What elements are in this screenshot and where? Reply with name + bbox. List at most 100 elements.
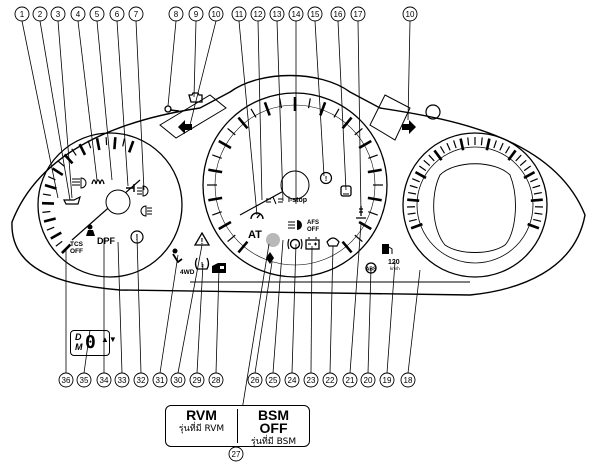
gauge-tick	[440, 146, 444, 153]
speed-value: 120	[388, 259, 400, 266]
gauge-tick	[51, 233, 61, 239]
lane-icon	[266, 197, 283, 204]
gauge-tick	[208, 198, 222, 200]
speed-unit: km/h	[390, 266, 400, 271]
bsm-note: รุ่นที่มี BSM	[251, 437, 296, 448]
leader-line	[137, 237, 141, 373]
callout-number: 30	[174, 376, 183, 385]
glow-plug-icon	[92, 180, 104, 184]
gauge-tick	[494, 140, 497, 148]
callout-number: 36	[62, 376, 71, 385]
washer-icon	[327, 238, 339, 246]
gauge-tick	[53, 168, 63, 174]
gauge-tick	[408, 213, 416, 214]
callout-number: 17	[354, 10, 363, 19]
callout-number: 18	[404, 376, 413, 385]
callout-number: 21	[346, 376, 355, 385]
leader-line	[350, 224, 361, 373]
leader-line	[292, 244, 296, 373]
leader-line	[387, 262, 395, 373]
gauge-tick	[114, 137, 115, 149]
leader-line	[168, 21, 176, 106]
callout-number: 14	[292, 10, 301, 19]
gauge-tick	[47, 227, 54, 230]
leader-line	[22, 21, 58, 198]
leader-line	[197, 264, 203, 373]
callout-number: 16	[334, 10, 343, 19]
gauge-tick	[407, 200, 419, 201]
fuel-icon	[382, 244, 392, 254]
gauge-tick	[88, 141, 91, 149]
gauge-tick	[123, 139, 125, 147]
callout-number: 32	[137, 376, 146, 385]
rvm-note: รุ่นที่มี RVM	[179, 424, 224, 435]
leader-line	[97, 21, 112, 180]
callout-number: 13	[273, 10, 282, 19]
gauge-tick	[355, 128, 363, 134]
leader-line	[136, 21, 144, 190]
callout-number: 2	[38, 10, 43, 19]
gauge-tick	[251, 109, 256, 118]
leader-line	[368, 268, 371, 373]
leader-line	[239, 21, 257, 215]
leader-line	[330, 246, 333, 373]
callout-number: 22	[326, 376, 335, 385]
gauge-tick	[447, 143, 450, 150]
callout-number: 33	[118, 376, 127, 385]
left-gauge-needle	[72, 180, 140, 240]
gauge-tick	[534, 213, 542, 214]
svg-text:!: !	[201, 237, 204, 246]
gauge-tick	[265, 102, 270, 115]
gauge-tick	[520, 160, 526, 165]
callout-number: 19	[383, 376, 392, 385]
battery-icon	[306, 238, 319, 249]
istop-indicator: i-stop	[288, 197, 307, 204]
callout-number: 12	[254, 10, 263, 19]
oil-pressure-icon	[64, 197, 80, 204]
callout-number: 31	[156, 376, 165, 385]
gear-shift-arrows: ▲▼	[101, 336, 108, 344]
afs-indicator-line2: OFF	[307, 227, 319, 233]
callout-number: 9	[194, 10, 199, 19]
right-gauge-display	[434, 164, 516, 253]
rear-fog-icon	[141, 206, 152, 216]
gauge-tick	[508, 150, 515, 160]
gauge-tick	[320, 102, 325, 115]
gauge-tick	[44, 219, 56, 222]
callout-number: 23	[307, 376, 316, 385]
leader-line	[258, 21, 262, 200]
fourwd-indicator: 4WD	[180, 269, 195, 276]
gauge-tick	[45, 185, 56, 189]
gauge-tick	[533, 219, 541, 221]
callout-number: 6	[115, 10, 120, 19]
leader-line	[273, 240, 283, 373]
afs-indicator-line1: AFS	[307, 220, 319, 226]
gauge-tick	[43, 194, 51, 195]
rvm-bsm-inset: RVM รุ่นที่มี RVM BSM OFF รุ่นที่มี BSM	[165, 405, 310, 447]
gauge-tick	[412, 179, 419, 182]
callout-number: 10	[406, 10, 415, 19]
turn-signal-right-icon	[402, 120, 416, 134]
callout-number: 26	[251, 376, 260, 385]
center-gauge-hub	[281, 171, 309, 199]
rvm-column: RVM รุ่นที่มี RVM	[166, 406, 237, 446]
gauge-tick	[97, 138, 99, 150]
gauge-tick	[419, 166, 426, 171]
gauge-tick	[129, 141, 133, 152]
gauge-tick	[368, 170, 382, 172]
leader-line	[160, 255, 178, 373]
leader-line	[408, 21, 410, 120]
rvm-title: RVM	[186, 409, 217, 422]
gauge-tick	[80, 144, 85, 155]
leader-line	[408, 270, 420, 373]
high-beam-icon	[288, 220, 302, 230]
leader-line	[190, 21, 216, 125]
callout-number: 3	[56, 10, 61, 19]
gear-m-label: M	[75, 343, 83, 353]
dpf-indicator: DPF	[97, 236, 116, 246]
gauge-tick	[415, 172, 426, 178]
gauge-tick	[228, 128, 236, 134]
